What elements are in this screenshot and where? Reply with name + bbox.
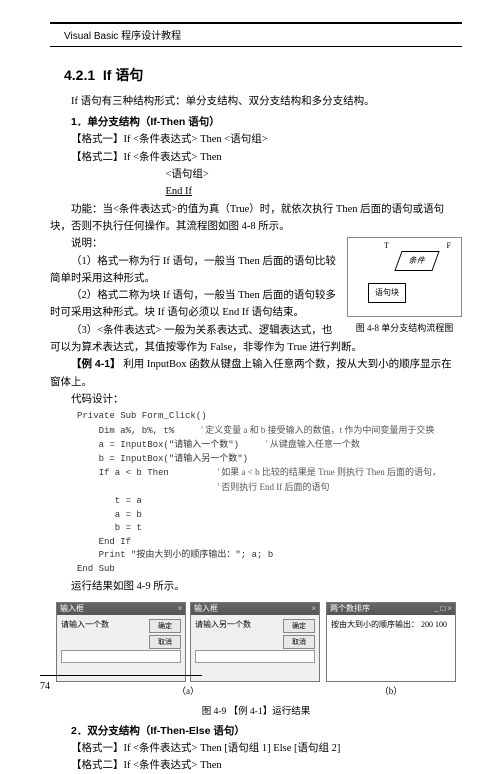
sub-b: （b） — [326, 684, 456, 697]
dialog-group-a: 输入框 × 请输入一个数 确定 取消 输入框 × 请输入另一个数 确定 取消 — [56, 602, 320, 699]
dlg2-title: 输入框 — [194, 603, 218, 615]
fmt2a: 【格式二】If <条件表达式> Then — [50, 149, 462, 166]
ok-button[interactable]: 确定 — [149, 619, 181, 633]
dialog-2: 输入框 × 请输入另一个数 确定 取消 — [190, 602, 320, 682]
header-rule-thin — [50, 46, 462, 47]
func-text: 功能：当<条件表达式>的值为真（True）时，就依次执行 Then 后面的语句或… — [50, 201, 462, 236]
page: Visual Basic 程序设计教程 4.2.1 If 语句 If 语句有三种… — [0, 0, 502, 706]
code-block: Private Sub Form_Click() Dim a%, b%, t% … — [77, 410, 462, 576]
ctrl-icons: _ □ × — [435, 603, 452, 615]
section-number: 4.2.1 — [64, 67, 95, 83]
fmt1: 【格式一】If <条件表达式> Then <语句组> — [50, 131, 462, 148]
cancel-button[interactable]: 取消 — [283, 635, 315, 649]
cancel-button[interactable]: 取消 — [149, 635, 181, 649]
dlg1-text: 请输入一个数 — [61, 620, 109, 629]
part2-title: 2．双分支结构（If-Then-Else 语句） — [50, 723, 462, 738]
part1-title: 1．单分支结构（If-Then 语句） — [50, 114, 462, 129]
fig49-caption: 图 4-9 【例 4-1】运行结果 — [50, 703, 462, 717]
fig48-caption: 图 4-8 单分支结构流程图 — [347, 321, 462, 334]
sub-a: （a） — [56, 684, 320, 697]
condition-node: 条件 — [394, 251, 439, 271]
page-number: 74 — [40, 681, 50, 692]
label-F: F — [447, 241, 451, 250]
section-heading: 4.2.1 If 语句 — [64, 65, 462, 85]
screenshot-row: 输入框 × 请输入一个数 确定 取消 输入框 × 请输入另一个数 确定 取消 — [50, 602, 462, 699]
dlg2-text: 请输入另一个数 — [195, 620, 251, 629]
figure-4-8: T F 条件 语句块 图 4-8 单分支结构流程图 — [347, 237, 462, 334]
close-icon: × — [311, 603, 316, 615]
dialog-1: 输入框 × 请输入一个数 确定 取消 — [56, 602, 186, 682]
fmt2b: <语句组> — [50, 166, 462, 183]
footer-rule — [40, 675, 202, 676]
dlg3-text: 按由大到小的顺序输出： 200 100 — [327, 615, 455, 634]
flowchart-box: T F 条件 语句块 — [347, 237, 462, 317]
label-T: T — [384, 241, 389, 250]
close-icon: × — [177, 603, 182, 615]
example-title: 【例 4-1】 — [71, 358, 121, 370]
section-title-text: If 语句 — [103, 67, 143, 83]
p2-fmt2: 【格式二】If <条件表达式> Then — [50, 757, 462, 774]
run-result: 运行结果如图 4-9 所示。 — [50, 578, 462, 595]
block-node: 语句块 — [368, 283, 406, 303]
intro-text: If 语句有三种结构形式：单分支结构、双分支结构和多分支结构。 — [50, 93, 462, 110]
ok-button[interactable]: 确定 — [283, 619, 315, 633]
dialog-group-b: 两个数排序 _ □ × 按由大到小的顺序输出： 200 100 （b） — [326, 602, 456, 699]
book-title: Visual Basic 程序设计教程 — [64, 27, 462, 42]
header-rule-thick — [50, 22, 462, 24]
p2-fmt1: 【格式一】If <条件表达式> Then [语句组 1] Else [语句组 2… — [50, 740, 462, 757]
fmt2c: End If — [50, 183, 462, 200]
input-field[interactable] — [195, 650, 315, 663]
dlg1-title: 输入框 — [60, 603, 84, 615]
dialog-3: 两个数排序 _ □ × 按由大到小的顺序输出： 200 100 — [326, 602, 456, 682]
input-field[interactable] — [61, 650, 181, 663]
code-label: 代码设计： — [50, 391, 462, 408]
dlg3-title: 两个数排序 — [330, 603, 370, 615]
example-line: 【例 4-1】 利用 InputBox 函数从键盘上输入任意两个数，按从大到小的… — [50, 356, 462, 391]
